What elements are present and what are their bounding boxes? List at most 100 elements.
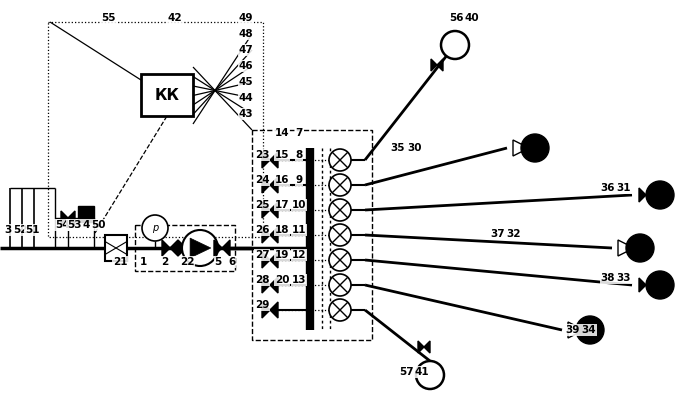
Polygon shape [262, 252, 270, 268]
Polygon shape [262, 177, 270, 193]
Polygon shape [270, 252, 278, 268]
Polygon shape [639, 278, 646, 292]
Text: 28: 28 [255, 275, 269, 285]
Polygon shape [270, 152, 278, 168]
Text: 45: 45 [239, 77, 253, 87]
Polygon shape [424, 341, 430, 353]
Text: 17: 17 [275, 200, 289, 210]
Bar [105, 235, 127, 261]
Text: 33: 33 [617, 273, 631, 283]
Text: 20: 20 [275, 275, 289, 285]
Text: 3: 3 [4, 225, 12, 235]
Text: 43: 43 [239, 109, 253, 119]
Polygon shape [270, 227, 278, 243]
Circle shape [329, 199, 351, 221]
Text: 19: 19 [275, 250, 289, 260]
Text: 52: 52 [13, 225, 27, 235]
Polygon shape [418, 341, 424, 353]
Text: 12: 12 [292, 250, 306, 260]
Polygon shape [270, 302, 278, 318]
Text: 27: 27 [255, 250, 269, 260]
Bar [48, 22, 263, 237]
Polygon shape [431, 59, 437, 71]
Text: 25: 25 [255, 200, 269, 210]
Text: 22: 22 [180, 257, 194, 267]
Text: 34: 34 [581, 325, 596, 335]
Circle shape [329, 249, 351, 271]
Polygon shape [646, 188, 653, 202]
Polygon shape [178, 240, 186, 256]
Text: 53: 53 [67, 220, 81, 230]
Text: р: р [152, 223, 158, 233]
Text: 2: 2 [161, 257, 169, 267]
Circle shape [142, 215, 168, 241]
Circle shape [329, 299, 351, 321]
Text: 47: 47 [239, 45, 253, 55]
Polygon shape [513, 140, 529, 156]
Circle shape [182, 230, 218, 266]
Bar [78, 206, 94, 222]
Circle shape [521, 134, 549, 162]
Text: 49: 49 [239, 13, 253, 23]
Text: 24: 24 [255, 175, 269, 185]
Text: 50: 50 [91, 220, 105, 230]
Text: 4: 4 [82, 220, 89, 230]
Text: 44: 44 [239, 93, 253, 103]
Text: 42: 42 [168, 13, 182, 23]
Polygon shape [270, 177, 278, 193]
Circle shape [646, 271, 674, 299]
Text: 46: 46 [239, 61, 253, 71]
Text: 10: 10 [292, 200, 306, 210]
Polygon shape [568, 322, 584, 338]
Polygon shape [437, 59, 443, 71]
Polygon shape [222, 240, 230, 256]
Text: 36: 36 [601, 183, 615, 193]
Polygon shape [68, 211, 75, 225]
Text: 9: 9 [295, 175, 302, 185]
Polygon shape [214, 240, 222, 256]
Text: 18: 18 [275, 225, 289, 235]
Text: 29: 29 [255, 300, 269, 310]
Polygon shape [190, 238, 211, 258]
Text: 32: 32 [507, 229, 521, 239]
Polygon shape [618, 240, 634, 256]
Text: 51: 51 [24, 225, 39, 235]
Circle shape [329, 274, 351, 296]
Text: 54: 54 [54, 220, 69, 230]
Text: 55: 55 [101, 13, 115, 23]
Text: 48: 48 [239, 29, 253, 39]
Text: 8: 8 [295, 150, 303, 160]
Polygon shape [270, 277, 278, 293]
Polygon shape [639, 188, 646, 202]
Circle shape [576, 316, 604, 344]
Text: 14: 14 [275, 128, 289, 138]
Polygon shape [262, 302, 270, 318]
Text: 30: 30 [408, 143, 422, 153]
Text: 31: 31 [617, 183, 631, 193]
Polygon shape [262, 202, 270, 218]
Text: 41: 41 [415, 367, 429, 377]
Circle shape [646, 181, 674, 209]
Polygon shape [61, 211, 68, 225]
Polygon shape [186, 240, 194, 256]
Text: 15: 15 [275, 150, 289, 160]
Polygon shape [162, 240, 170, 256]
Text: 57: 57 [399, 367, 413, 377]
Bar [135, 225, 235, 271]
Text: 26: 26 [255, 225, 269, 235]
Circle shape [329, 224, 351, 246]
Polygon shape [270, 202, 278, 218]
Polygon shape [170, 240, 178, 256]
Text: 11: 11 [292, 225, 306, 235]
Circle shape [329, 149, 351, 171]
Polygon shape [646, 278, 653, 292]
Text: 56: 56 [449, 13, 463, 23]
Text: КК: КК [154, 87, 179, 102]
Circle shape [441, 31, 469, 59]
Text: 35: 35 [391, 143, 406, 153]
Text: 23: 23 [255, 150, 269, 160]
Text: 16: 16 [275, 175, 289, 185]
Text: 1: 1 [140, 257, 147, 267]
Text: 38: 38 [601, 273, 615, 283]
Text: 37: 37 [491, 229, 505, 239]
